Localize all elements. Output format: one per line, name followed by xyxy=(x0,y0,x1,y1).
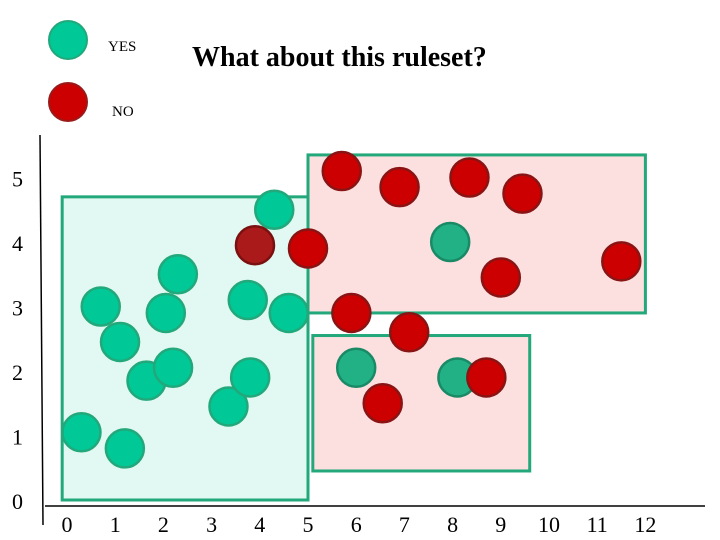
point-no-1 xyxy=(379,166,420,208)
point-yes-11 xyxy=(254,189,295,230)
legend-label-yes: YES xyxy=(108,39,136,55)
point-yes-7 xyxy=(157,254,199,295)
point-yes-10 xyxy=(227,279,268,321)
x-tick-0: 0 xyxy=(62,512,73,537)
point-yes-1 xyxy=(104,428,146,469)
point-yes-12 xyxy=(268,292,309,334)
point-no-5 xyxy=(601,241,642,282)
y-axis-line xyxy=(39,134,44,526)
data-points xyxy=(61,150,642,469)
point-yes-15 xyxy=(429,221,471,263)
y-tick-3: 3 xyxy=(12,296,23,321)
x-tick-10: 10 xyxy=(538,512,560,537)
y-tick-4: 4 xyxy=(12,231,23,256)
y-tick-5: 5 xyxy=(12,167,23,192)
x-tick-6: 6 xyxy=(351,512,362,537)
point-yes-2 xyxy=(80,286,121,327)
x-tick-4: 4 xyxy=(254,512,265,537)
x-tick-5: 5 xyxy=(303,512,314,537)
point-no-4 xyxy=(287,228,329,269)
legend: YES NO xyxy=(48,20,136,122)
point-no-3 xyxy=(502,173,543,214)
x-tick-8: 8 xyxy=(447,512,458,537)
x-tick-labels: 0 1 2 3 4 5 6 7 8 9 10 11 12 xyxy=(62,512,657,537)
point-no-0 xyxy=(321,150,362,192)
x-tick-11: 11 xyxy=(587,512,608,537)
point-yes-6 xyxy=(145,292,187,334)
y-tick-labels: 0 1 2 3 4 5 xyxy=(12,167,23,515)
point-no-7 xyxy=(331,292,372,334)
point-yes-3 xyxy=(99,321,141,363)
point-no-2 xyxy=(449,157,490,198)
point-yes-0 xyxy=(61,412,102,453)
point-yes-9 xyxy=(229,357,271,398)
point-yes-5 xyxy=(152,347,194,389)
point-no-6 xyxy=(480,257,522,298)
x-tick-12: 12 xyxy=(634,512,656,537)
x-tick-9: 9 xyxy=(495,512,506,537)
legend-label-no: NO xyxy=(112,104,134,120)
point-no-9 xyxy=(466,357,507,398)
x-tick-3: 3 xyxy=(206,512,217,537)
x-tick-7: 7 xyxy=(399,512,410,537)
point-yes-13 xyxy=(335,347,377,389)
y-tick-1: 1 xyxy=(12,425,23,450)
legend-marker-no xyxy=(48,82,88,122)
legend-marker-yes xyxy=(48,20,88,60)
point-no-8 xyxy=(388,312,430,353)
point-yes-8 xyxy=(208,386,249,427)
x-tick-1: 1 xyxy=(110,512,121,537)
x-tick-2: 2 xyxy=(158,512,169,537)
y-tick-2: 2 xyxy=(12,360,23,385)
chart-title: What about this ruleset? xyxy=(192,42,487,73)
point-no-11 xyxy=(234,224,276,266)
y-tick-0: 0 xyxy=(12,489,23,514)
point-no-10 xyxy=(362,383,403,424)
